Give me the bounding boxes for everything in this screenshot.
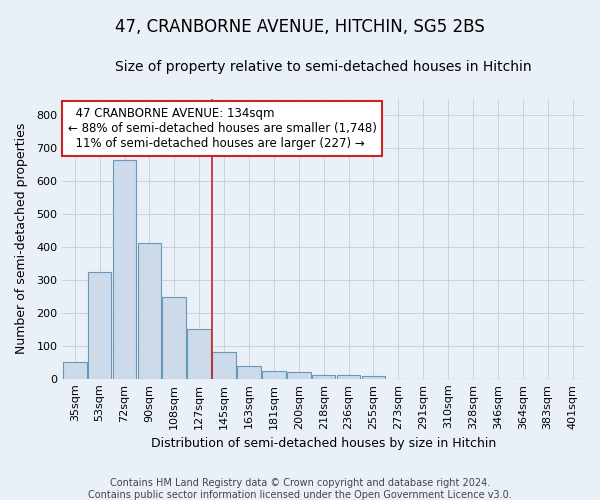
- Bar: [362, 376, 385, 379]
- Title: Size of property relative to semi-detached houses in Hitchin: Size of property relative to semi-detach…: [115, 60, 532, 74]
- Bar: [88, 272, 112, 379]
- Bar: [337, 374, 361, 379]
- Bar: [187, 330, 211, 379]
- Bar: [163, 297, 186, 379]
- Y-axis label: Number of semi-detached properties: Number of semi-detached properties: [15, 123, 28, 354]
- Text: 47, CRANBORNE AVENUE, HITCHIN, SG5 2BS: 47, CRANBORNE AVENUE, HITCHIN, SG5 2BS: [115, 18, 485, 36]
- Text: Contains HM Land Registry data © Crown copyright and database right 2024.
Contai: Contains HM Land Registry data © Crown c…: [88, 478, 512, 500]
- Bar: [237, 366, 261, 379]
- Bar: [137, 242, 161, 379]
- Bar: [212, 352, 236, 379]
- Bar: [287, 372, 311, 379]
- Bar: [63, 362, 86, 379]
- X-axis label: Distribution of semi-detached houses by size in Hitchin: Distribution of semi-detached houses by …: [151, 437, 496, 450]
- Text: 47 CRANBORNE AVENUE: 134sqm
← 88% of semi-detached houses are smaller (1,748)
  : 47 CRANBORNE AVENUE: 134sqm ← 88% of sem…: [68, 107, 376, 150]
- Bar: [113, 160, 136, 379]
- Bar: [262, 371, 286, 379]
- Bar: [312, 374, 335, 379]
